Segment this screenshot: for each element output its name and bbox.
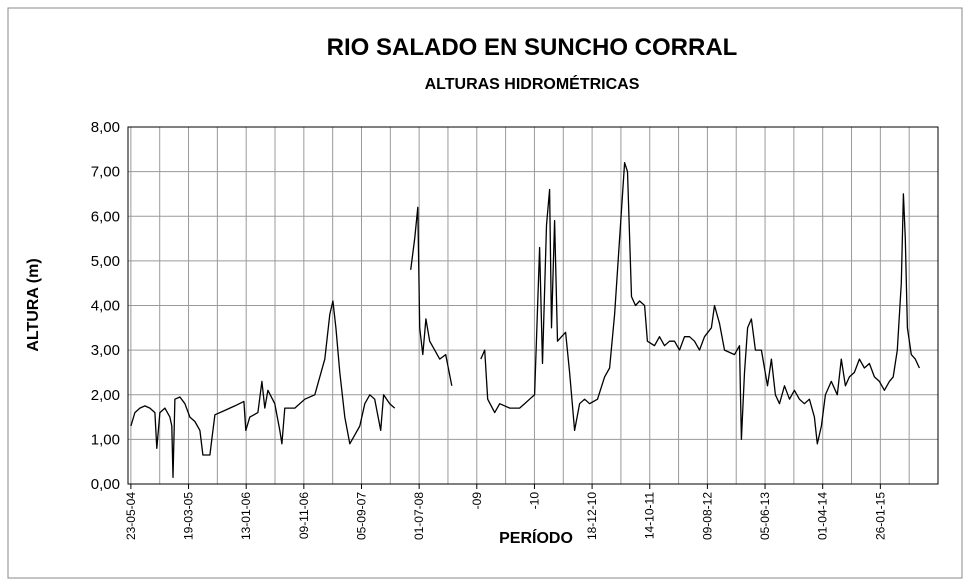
plot: 0,00 1,00 2,00 3,00 4,00 5,00 6,00 7,00 8,00 23-0… (91, 119, 939, 540)
x-tick-label: 18-12-10 (585, 492, 599, 540)
x-tick-label: 26-01-15 (873, 492, 887, 540)
plot-frame (127, 126, 939, 485)
x-tick-label: 19-03-05 (182, 492, 196, 540)
x-tick-label: 13-01-06 (239, 492, 253, 540)
y-tick-label: 2,00 (91, 387, 120, 404)
chart-subtitle: ALTURAS HIDROMÉTRICAS (425, 74, 640, 93)
x-tick-label: 01-04-14 (816, 492, 830, 540)
x-tick-label: 14-10-11 (643, 492, 657, 539)
y-tick-label: 3,00 (91, 342, 120, 359)
x-tick-label: 23-05-04 (124, 492, 138, 540)
y-tick-label: 4,00 (91, 298, 120, 315)
x-tick-label: -10 (527, 492, 541, 510)
y-tick-label: 7,00 (91, 164, 120, 181)
x-tick-label: 05-06-13 (758, 492, 772, 540)
data-line (130, 162, 920, 478)
chart-title: RIO SALADO EN SUNCHO CORRAL (327, 34, 738, 61)
y-tick-label: 5,00 (91, 253, 120, 270)
y-tick-label: 8,00 (91, 119, 120, 136)
x-tick-label: 09-08-12 (700, 492, 714, 540)
y-tick-label: 6,00 (91, 208, 120, 225)
y-axis-label: ALTURA (m) (25, 258, 42, 351)
chart-border (7, 7, 963, 579)
x-tick-label: 05-09-07 (354, 492, 368, 540)
y-tick-label: 0,00 (91, 476, 120, 493)
x-label-box (486, 524, 586, 550)
x-tick-label: 01-07-08 (412, 492, 426, 540)
x-axis-label: PERÍODO (499, 528, 573, 547)
x-tick-label: 09-11-06 (297, 492, 311, 539)
x-tick-label: -09 (470, 492, 484, 510)
y-tick-label: 1,00 (91, 431, 120, 448)
